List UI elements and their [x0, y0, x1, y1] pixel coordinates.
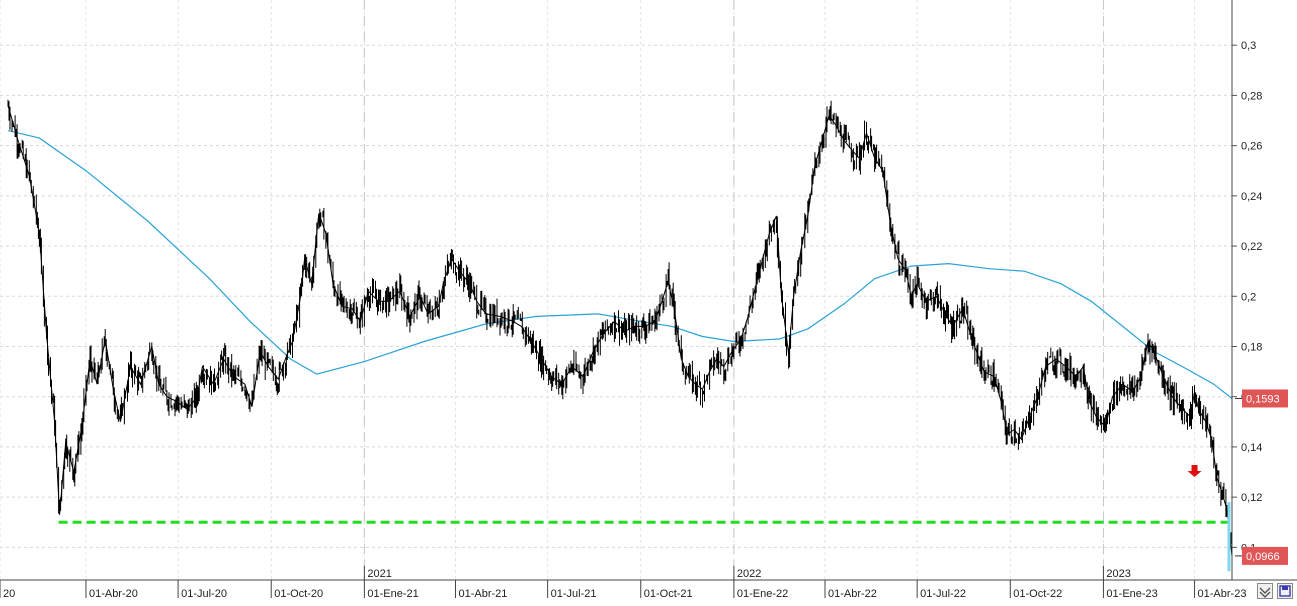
x-tick-label: 01-Oct-22: [1013, 588, 1062, 600]
x-tick-label: 01-Abr-23: [1198, 588, 1247, 600]
save-chart-button[interactable]: [1277, 583, 1293, 599]
y-tick-label: 0,24: [1241, 191, 1262, 203]
y-tick-label: 0,26: [1241, 141, 1262, 153]
x-tick-labels: 20 01-Abr-20 01-Jul-20 01-Oct-20 01-Ene-21 01…: [3, 568, 1246, 600]
price-line: [7, 105, 1233, 556]
price-badge-label: 0,0966: [1246, 551, 1280, 563]
annotation-layer: [1187, 465, 1202, 478]
price-badge: [1242, 546, 1288, 565]
y-tick-label: 0,28: [1241, 90, 1262, 102]
down-arrow-icon: [1187, 465, 1202, 478]
x-tick-label: 01-Ene-22: [737, 588, 788, 600]
price-badge-label: 0,1593: [1246, 393, 1280, 405]
x-tick-label: 20: [3, 588, 15, 600]
y-tick-label: 0,3: [1241, 40, 1256, 52]
x-tick-label: 01-Jul-22: [920, 588, 966, 600]
year-label: 2022: [737, 568, 761, 580]
x-tick-label: 01-Abr-22: [828, 588, 877, 600]
x-tick-label: 01-Jul-21: [551, 588, 597, 600]
scroll-arrows-icon: [1259, 587, 1271, 598]
y-tick-label: 0,22: [1241, 241, 1262, 253]
year-label: 2023: [1106, 568, 1130, 580]
x-tick-label: 01-Abr-20: [89, 588, 138, 600]
moving-average-layer: [7, 130, 1233, 399]
x-tick-label: 01-Abr-21: [458, 588, 507, 600]
x-tick-label: 01-Jul-20: [181, 588, 227, 600]
chart-options-button[interactable]: [1257, 583, 1273, 599]
y-tick-label: 0,2: [1241, 291, 1256, 303]
price-badge: [1242, 389, 1288, 408]
x-tick-label: 01-Ene-23: [1106, 588, 1157, 600]
year-label: 2021: [367, 568, 391, 580]
x-tick-label: 01-Ene-21: [367, 588, 418, 600]
price-bars: [7, 99, 1232, 545]
moving-average-line: [7, 130, 1233, 399]
y-tick-label: 0,12: [1241, 492, 1262, 504]
y-tick-label: 0,14: [1241, 442, 1262, 454]
x-tick-label: 01-Oct-20: [274, 588, 323, 600]
x-tick-label: 01-Oct-21: [644, 588, 693, 600]
save-icon: [1279, 585, 1291, 597]
grid: [0, 0, 1232, 580]
price-badges: 0,1593 0,0966: [1235, 389, 1288, 565]
y-tick-label: 0,18: [1241, 341, 1262, 353]
price-series-layer: [7, 99, 1233, 572]
y-tick-labels: 0,30,280,260,240,220,20,180,160,140,120,…: [1241, 40, 1262, 554]
year-separators: [363, 0, 1104, 580]
